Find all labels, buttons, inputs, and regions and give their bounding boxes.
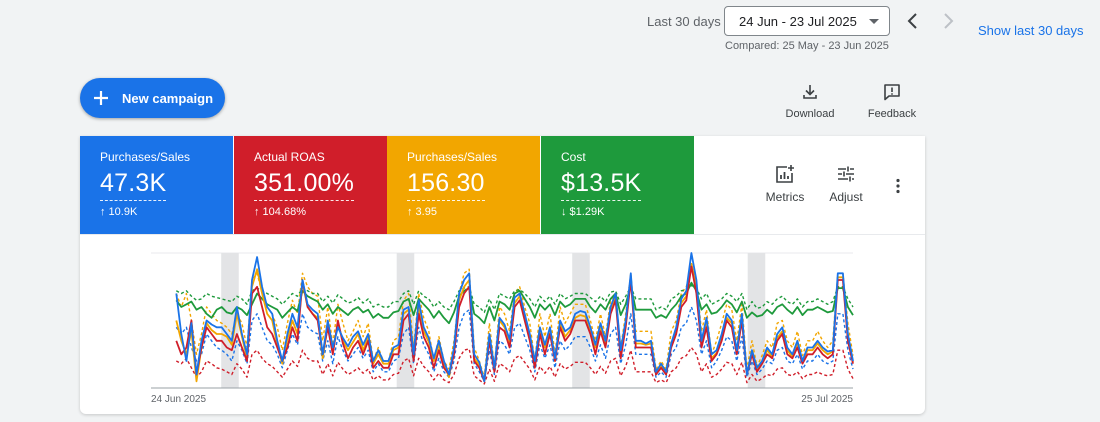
new-campaign-button[interactable]: New campaign — [80, 78, 225, 118]
scorecard-value: $13.5K — [561, 169, 642, 201]
scorecard-value: 156.30 — [407, 169, 485, 201]
scorecard-value: 351.00% — [254, 169, 355, 201]
scorecard-cost[interactable]: Cost $13.5K ↓ $1.29K — [541, 136, 694, 234]
date-range-value: 24 Jun - 23 Jul 2025 — [739, 13, 857, 29]
previous-period-button[interactable] — [903, 10, 923, 32]
scorecard-actual-roas[interactable]: Actual ROAS 351.00% ↑ 104.68% — [234, 136, 387, 234]
weekend-band — [221, 253, 239, 388]
plus-icon — [94, 91, 108, 105]
performance-card: Purchases/Sales 47.3K ↑ 10.9K Actual ROA… — [80, 136, 925, 414]
scorecard-delta: ↓ $1.29K — [561, 206, 605, 218]
card-divider — [80, 234, 925, 235]
series-line-0 — [175, 252, 854, 383]
scorecard-purchases-sales[interactable]: Purchases/Sales 47.3K ↑ 10.9K — [80, 136, 233, 234]
download-button[interactable]: Download — [782, 82, 838, 120]
download-label: Download — [785, 108, 835, 120]
scorecard-name: Purchases/Sales — [407, 150, 498, 164]
feedback-button[interactable]: Feedback — [862, 82, 922, 120]
compared-range-text: Compared: 25 May - 23 Jun 2025 — [725, 40, 889, 52]
metrics-label: Metrics — [765, 190, 805, 204]
scorecard-name: Actual ROAS — [254, 150, 325, 164]
scorecard-name: Cost — [561, 150, 586, 164]
feedback-icon — [884, 84, 900, 101]
scorecard-name: Purchases/Sales — [100, 150, 191, 164]
x-axis-end-label: 25 Jul 2025 — [801, 394, 853, 405]
scorecard-delta: ↑ 104.68% — [254, 206, 306, 218]
date-range-label: Last 30 days — [647, 14, 721, 29]
series-line-3 — [175, 281, 854, 325]
chevron-left-icon — [907, 13, 917, 29]
chevron-right-icon — [944, 13, 954, 29]
scorecard-delta: ↑ 3.95 — [407, 206, 437, 218]
next-period-button[interactable] — [938, 10, 958, 32]
performance-line-chart: 24 Jun 2025 25 Jul 2025 — [151, 252, 854, 405]
weekend-band — [396, 253, 415, 388]
add-chart-icon — [776, 165, 794, 183]
metrics-button[interactable]: Metrics — [762, 164, 808, 204]
new-campaign-label: New campaign — [122, 90, 214, 106]
scorecard-purchases-sales-value[interactable]: Purchases/Sales 156.30 ↑ 3.95 — [387, 136, 540, 234]
adjust-label: Adjust — [829, 190, 863, 204]
more-vert-icon — [896, 178, 900, 194]
scorecard-delta: ↑ 10.9K — [100, 206, 138, 218]
date-range-select[interactable]: 24 Jun - 23 Jul 2025 — [724, 6, 890, 36]
more-options-button[interactable] — [888, 178, 908, 194]
dropdown-arrow-icon — [869, 19, 879, 24]
show-last-30-days-link[interactable]: Show last 30 days — [978, 23, 1084, 38]
feedback-label: Feedback — [867, 108, 917, 120]
tune-icon — [838, 166, 854, 182]
scorecard-value: 47.3K — [100, 169, 167, 201]
comparison-series-line-7 — [175, 284, 854, 314]
x-axis-start-label: 24 Jun 2025 — [151, 394, 206, 405]
adjust-button[interactable]: Adjust — [826, 164, 866, 204]
download-icon — [803, 85, 817, 99]
